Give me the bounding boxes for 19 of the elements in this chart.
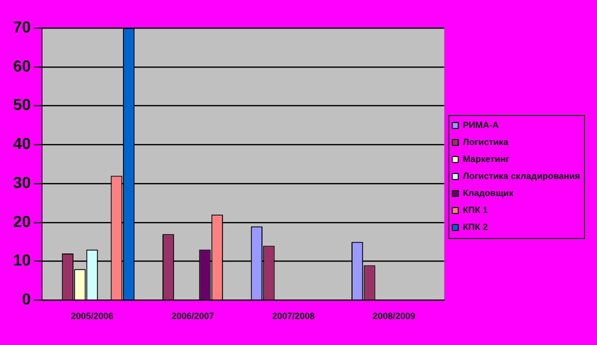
y-tick-label: 10 bbox=[13, 252, 31, 270]
legend-label: РИМА-А bbox=[462, 120, 500, 130]
x-tick-label: 2007/2008 bbox=[272, 311, 315, 322]
x-tick-label: 2008/2009 bbox=[372, 311, 416, 322]
y-tick-label: 70 bbox=[13, 19, 31, 36]
y-tick-label: 60 bbox=[13, 58, 31, 76]
y-tick-label: 0 bbox=[22, 292, 31, 309]
legend-label: КПК 2 bbox=[462, 222, 488, 232]
legend-label: КПК 1 bbox=[462, 204, 488, 215]
x-tick-label: 2005/2006 bbox=[70, 311, 114, 322]
legend-label: Маркетинг bbox=[462, 154, 510, 164]
y-tick-label: 30 bbox=[13, 174, 31, 192]
y-tick-label: 40 bbox=[13, 136, 31, 154]
x-tick-label: 2006/2007 bbox=[171, 311, 214, 322]
legend-label: Логистика складирования bbox=[462, 170, 580, 181]
legend-label: Логистика bbox=[462, 136, 510, 147]
legend-label: Кладовщик bbox=[462, 188, 514, 198]
y-tick-label: 50 bbox=[13, 97, 31, 114]
y-tick-label: 20 bbox=[13, 214, 31, 231]
